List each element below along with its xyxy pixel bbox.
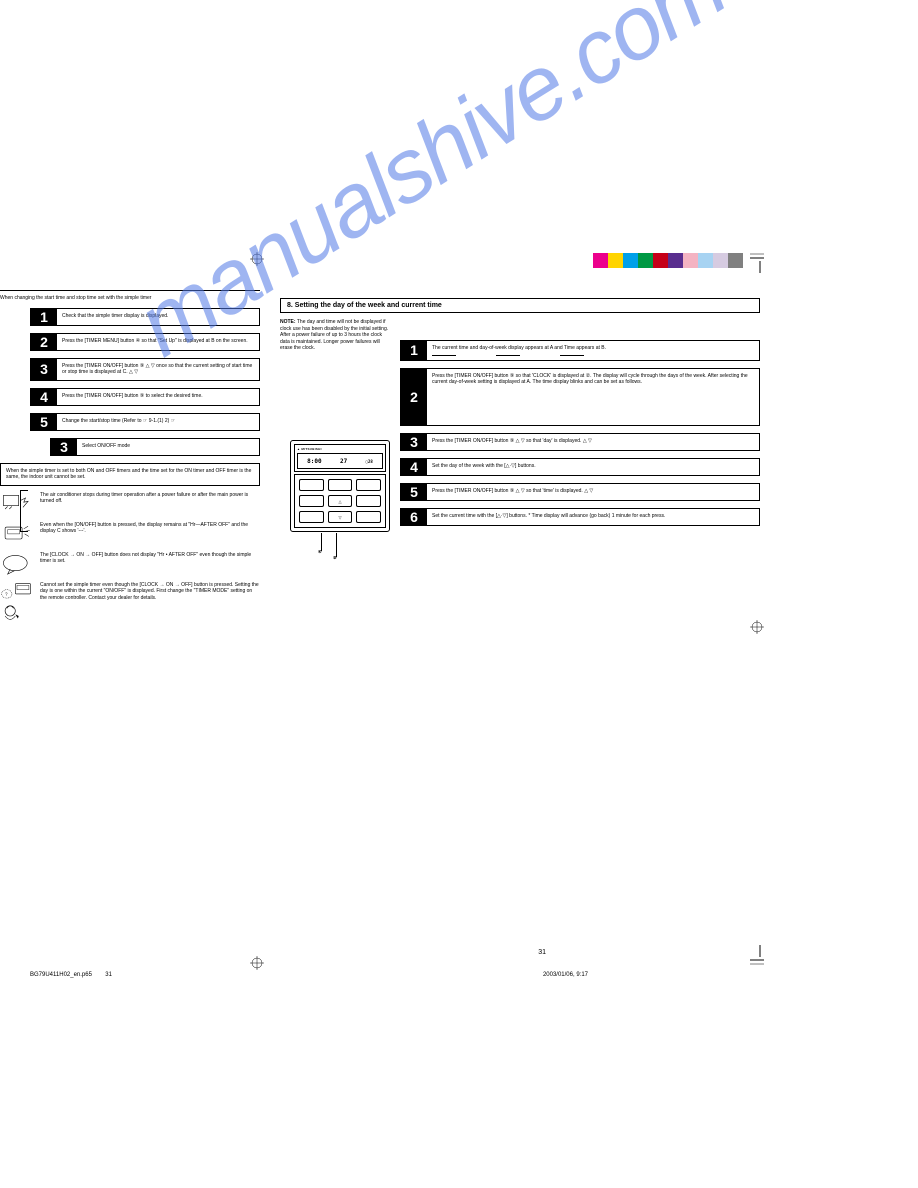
note-box: When the simple timer is set to both ON … <box>0 463 260 486</box>
step-number: 3 <box>401 434 427 450</box>
brand-label: ▲ MITSUBISHI <box>297 447 383 451</box>
step-text: Press the [TIMER MENU] button ④ so that … <box>57 334 259 350</box>
lcd-display: 8:00 27 ▢28 <box>297 453 383 469</box>
leader-label: ④ <box>318 549 322 554</box>
remote-button <box>356 479 381 491</box>
step-box: 1 The current time and day-of-week displ… <box>400 340 760 361</box>
step-text: The current time and day-of-week display… <box>427 341 759 360</box>
step-text: Press the [TIMER ON/OFF] button ⑨ △ ▽ on… <box>57 359 259 380</box>
step-box: 4 Set the day of the week with the [△·▽]… <box>400 458 760 476</box>
note-title: NOTE: <box>280 319 296 325</box>
step-box: 4 Press the [TIMER ON/OFF] button ⑨ to s… <box>30 388 260 406</box>
step-text: Check that the simple timer display is d… <box>57 309 259 325</box>
remote-button <box>356 511 381 523</box>
left-column: When changing the start time and stop ti… <box>0 290 260 630</box>
section-header: 8. Setting the day of the week and curre… <box>280 298 760 313</box>
power-plug-icon <box>0 492 34 518</box>
trouble-section: The air conditioner stops during timer o… <box>0 492 260 626</box>
reg-mark-icon <box>750 620 764 634</box>
remote-button <box>299 479 324 491</box>
page-number: 31 <box>538 949 546 956</box>
bracket <box>20 490 28 532</box>
step-box: 5 Change the start/stop time (Refer to ☞… <box>30 413 260 431</box>
remote-controller-illustration: ▲ MITSUBISHI 8:00 27 ▢28 △ ▽ ④ ⑨ <box>290 440 390 532</box>
step-box: 1 Check that the simple timer display is… <box>30 308 260 326</box>
trouble-text: Even when the [ON/OFF] button is pressed… <box>40 522 260 535</box>
step-number: 4 <box>31 389 57 405</box>
footer-date: 2003/01/06, 9:17 <box>543 972 588 978</box>
crop-mark-icon <box>750 253 770 273</box>
step-number: 2 <box>31 334 57 350</box>
reg-mark-icon <box>250 252 264 266</box>
step-number: 5 <box>401 484 427 500</box>
remote-button <box>328 479 353 491</box>
step-box: 6 Set the current time with the [△·▽] bu… <box>400 508 760 526</box>
remote-button: △ <box>328 495 353 507</box>
step-number: 2 <box>401 369 427 425</box>
speech-bubble-icon <box>0 552 34 578</box>
trouble-text: Cannot set the simple timer even though … <box>40 582 260 602</box>
remote-button <box>356 495 381 507</box>
remote-button <box>299 511 324 523</box>
sub-step-box: 3 Select ON/OFF mode <box>50 438 260 456</box>
step-text: Set the current time with the [△·▽] butt… <box>427 509 759 525</box>
step-number: 6 <box>401 509 427 525</box>
svg-text:?: ? <box>5 591 8 596</box>
step-text: Press the [TIMER ON/OFF] button ⑨ △ ▽ so… <box>427 434 759 450</box>
step-box: 5 Press the [TIMER ON/OFF] button ⑨ △ ▽ … <box>400 483 760 501</box>
step-text: Press the [TIMER ON/OFF] button ⑨ so tha… <box>427 369 759 425</box>
leader-line <box>336 533 337 557</box>
right-column: 1 The current time and day-of-week displ… <box>400 340 760 533</box>
footer-filename: BG79U411H02_en.p65 31 <box>30 972 112 978</box>
step-text: Set the day of the week with the [△·▽] b… <box>427 459 759 475</box>
step-box: 3 Press the [TIMER ON/OFF] button ⑨ △ ▽ … <box>400 433 760 451</box>
confused-person-icon: ? <box>0 582 34 626</box>
step-text: Press the [TIMER ON/OFF] button ⑨ △ ▽ so… <box>427 484 759 500</box>
remote-button: ▽ <box>328 511 353 523</box>
leader-label: ⑨ <box>333 555 337 560</box>
crop-mark-icon <box>750 945 770 965</box>
trouble-text: The air conditioner stops during timer o… <box>40 492 260 505</box>
step-number: 3 <box>51 439 77 455</box>
step-box: 2 Press the [TIMER ON/OFF] button ⑨ so t… <box>400 368 760 426</box>
step-box: 3 Press the [TIMER ON/OFF] button ⑨ △ ▽ … <box>30 358 260 381</box>
step-number: 1 <box>401 341 427 360</box>
remote-button <box>299 495 324 507</box>
left-header: When changing the start time and stop ti… <box>0 295 260 302</box>
step-number: 1 <box>31 309 57 325</box>
trouble-text: The [CLOCK → ON → OFF] button does not d… <box>40 552 260 565</box>
step-number: 5 <box>31 414 57 430</box>
step-box: 2 Press the [TIMER MENU] button ④ so tha… <box>30 333 260 351</box>
step-number: 4 <box>401 459 427 475</box>
note-body: The day and time will not be displayed i… <box>280 319 388 351</box>
reg-mark-icon <box>250 956 264 970</box>
step-text: Press the [TIMER ON/OFF] button ⑨ to sel… <box>57 389 259 405</box>
remote-beep-icon <box>0 522 34 548</box>
step-number: 3 <box>31 359 57 380</box>
step-text: Select ON/OFF mode <box>77 439 259 455</box>
color-calibration-bar <box>593 253 743 268</box>
step-text: Change the start/stop time (Refer to ☞ 9… <box>57 414 259 430</box>
